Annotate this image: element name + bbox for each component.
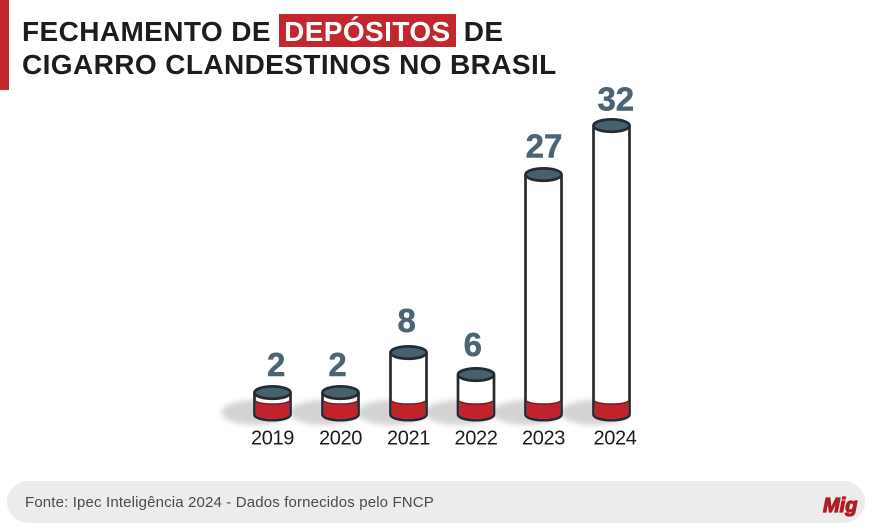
svg-text:2022: 2022 [455, 428, 498, 450]
svg-text:2023: 2023 [522, 428, 565, 450]
svg-text:2021: 2021 [387, 428, 430, 450]
svg-text:27: 27 [526, 128, 563, 165]
svg-text:6: 6 [464, 326, 482, 363]
svg-text:2: 2 [267, 346, 285, 383]
svg-text:2020: 2020 [319, 428, 362, 450]
svg-text:8: 8 [398, 302, 416, 339]
svg-text:2: 2 [328, 346, 346, 383]
svg-text:32: 32 [597, 81, 634, 118]
svg-text:2019: 2019 [251, 428, 294, 450]
svg-text:2024: 2024 [594, 428, 637, 450]
